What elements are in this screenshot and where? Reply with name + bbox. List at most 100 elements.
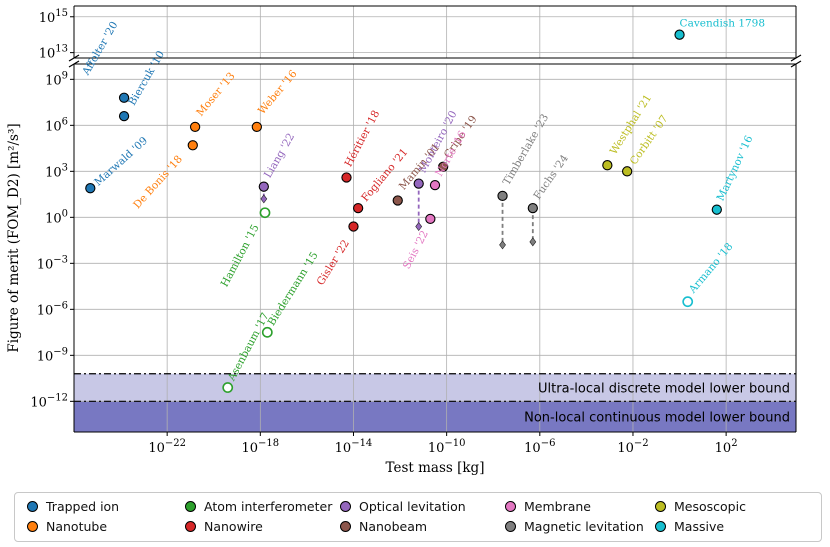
- point-mamin-01: [392, 195, 403, 206]
- point-armano-18: [682, 296, 694, 308]
- point-fuchs-24: [527, 202, 538, 214]
- legend-marker: [505, 501, 516, 512]
- y-tick-label-upper: 1013: [39, 44, 68, 62]
- limit-marker-timberlake-23: [499, 240, 506, 250]
- point-martynov-16: [711, 204, 722, 215]
- tick-base: 10: [148, 441, 165, 456]
- point-label-fuchs-24: Fuchs '24: [531, 152, 571, 201]
- legend-label: Nanowire: [204, 519, 263, 534]
- point-label-gisler-22: Gisler '22: [315, 238, 352, 288]
- tick-base: 10: [617, 441, 634, 456]
- y-tick-label-upper: 1015: [39, 8, 68, 26]
- legend-label: Nanobeam: [359, 519, 428, 534]
- tick-base: 10: [45, 73, 62, 88]
- point-label-affolter-20: Affolter '20: [80, 20, 121, 78]
- legend-marker: [655, 501, 666, 512]
- limit-marker-liang-22: [260, 194, 268, 204]
- legend-marker: [505, 521, 516, 532]
- x-tick-label: 10−14: [335, 438, 373, 456]
- chart: Ultra-local discrete model lower bound No…: [6, 5, 802, 476]
- legend-label: Massive: [674, 519, 725, 534]
- band-label-0: Ultra-local discrete model lower bound: [538, 382, 790, 397]
- point-seis-22: [425, 213, 436, 225]
- point-marwald-09: [85, 183, 96, 194]
- tick-exponent: −22: [165, 438, 186, 449]
- tick-exponent: 9: [62, 70, 68, 81]
- point-fogliano-21: [352, 202, 364, 214]
- tick-base: 10: [45, 165, 62, 180]
- tick-base: 10: [37, 303, 54, 318]
- legend-marker: [27, 521, 38, 532]
- point-label-seis-22: Seis '22: [401, 229, 431, 271]
- x-tick-label: 10−6: [524, 438, 555, 456]
- point-cripe-19: [438, 161, 449, 172]
- tick-base: 10: [39, 47, 56, 62]
- point-label-cavendish-1798: Cavendish 1798: [680, 18, 766, 30]
- point-label-weber-16: Weber '16: [256, 68, 300, 117]
- legend-label: Magnetic levitation: [524, 519, 644, 534]
- y-tick-label: 10−3: [37, 254, 68, 272]
- legend-marker: [340, 521, 351, 532]
- point-gisler-22: [348, 221, 359, 232]
- tick-exponent: −2: [634, 438, 649, 449]
- point-cavendish-1798: [674, 29, 685, 40]
- point-label-de-bonis-18: De Bonis '18: [131, 153, 185, 211]
- tick-base: 10: [39, 11, 56, 26]
- y-tick-label: 109: [45, 70, 68, 88]
- point-hamilton-15: [259, 207, 271, 219]
- tick-base: 10: [241, 441, 258, 456]
- tick-exponent: −9: [53, 346, 68, 357]
- point-label-fogliano-21: Fogliano '21: [359, 146, 410, 204]
- legend-item-membrane: Membrane: [505, 499, 591, 514]
- point-de-bonis-18: [187, 140, 198, 151]
- point-norte-16: [429, 179, 441, 191]
- legend-marker: [185, 521, 196, 532]
- y-tick-label: 100: [45, 208, 68, 226]
- point-affolter-20: [118, 92, 130, 103]
- point-h-ritier-18: [341, 172, 352, 183]
- tick-exponent: −3: [53, 254, 68, 265]
- legend-label: Nanotube: [46, 519, 108, 534]
- point-label-biedermann-15: Biedermann '15: [266, 250, 321, 328]
- legend-item-mesoscopic: Mesoscopic: [655, 499, 746, 514]
- legend-label: Atom interferometer: [204, 499, 333, 514]
- legend-item-nanowire: Nanowire: [185, 519, 263, 534]
- point-weber-16: [251, 121, 262, 133]
- tick-base: 10: [45, 211, 62, 226]
- band-1: [74, 401, 796, 432]
- tick-exponent: 3: [62, 162, 68, 173]
- legend-item-nanotube: Nanotube: [27, 519, 107, 534]
- legend-marker: [340, 501, 351, 512]
- point-label-armano-18: Armano '18: [686, 241, 735, 297]
- x-tick-label: 10−2: [617, 438, 648, 456]
- x-tick-label: 10−18: [241, 438, 279, 456]
- axis-break-mark: [790, 60, 802, 68]
- y-tick-label: 10−12: [30, 392, 68, 410]
- point-monteiro-20: [413, 178, 424, 189]
- tick-exponent: −6: [541, 438, 556, 449]
- axis-break-mark: [68, 54, 80, 62]
- x-axis-label: Test mass [kg]: [386, 460, 485, 476]
- legend-item-massive: Massive: [655, 519, 724, 534]
- point-timberlake-23: [497, 190, 508, 202]
- legend-label: Mesoscopic: [674, 499, 746, 514]
- tick-base: 10: [30, 395, 47, 410]
- tick-exponent: 0: [62, 208, 68, 219]
- tick-base: 10: [524, 441, 541, 456]
- point-label-asenbaum-17: Asenbaum '17: [225, 311, 271, 384]
- axis-break-mark: [68, 60, 80, 68]
- point-liang-22: [258, 181, 269, 192]
- tick-exponent: 13: [55, 44, 68, 55]
- x-tick-label: 102: [715, 438, 738, 456]
- point-label-liang-22: Liang '22: [262, 131, 297, 180]
- y-tick-label: 103: [45, 162, 68, 180]
- point-biercuk-10: [118, 110, 130, 122]
- tick-exponent: −12: [47, 392, 68, 403]
- y-tick-label: 106: [45, 116, 68, 134]
- tick-base: 10: [45, 119, 62, 134]
- point-biedermann-15: [261, 326, 273, 338]
- x-tick-label: 10−22: [148, 438, 186, 456]
- legend-label: Optical levitation: [359, 499, 466, 514]
- legend-label: Trapped ion: [46, 499, 120, 514]
